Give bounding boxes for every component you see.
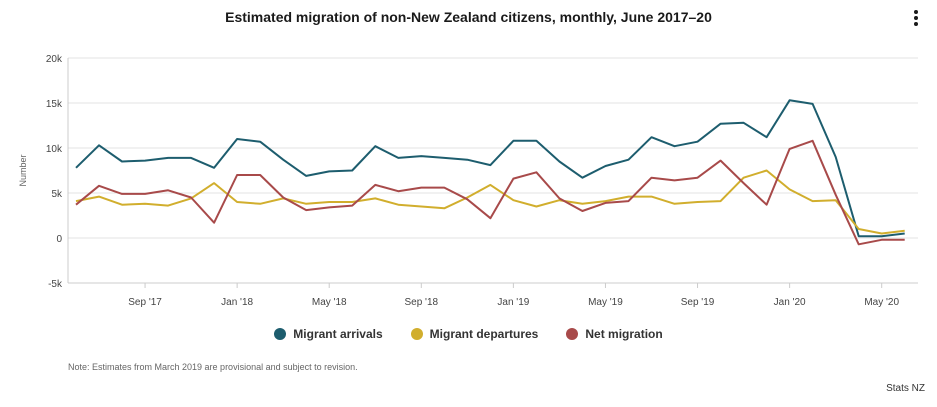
legend-item-arrivals[interactable]: Migrant arrivals xyxy=(274,327,383,341)
legend-dot-departures xyxy=(410,328,423,340)
y-tick-label: -5k xyxy=(48,279,63,290)
y-tick-label: 5k xyxy=(51,189,63,200)
legend-dot-arrivals xyxy=(274,328,287,340)
legend-item-departures[interactable]: Migrant departures xyxy=(410,327,539,341)
x-tick-label: May '18 xyxy=(312,297,347,308)
x-tick-label: Jan '18 xyxy=(221,297,253,308)
legend-label-departures: Migrant departures xyxy=(429,327,539,341)
series-line-migrant-arrivals xyxy=(75,99,905,238)
chart-title: Estimated migration of non-New Zealand c… xyxy=(225,9,712,25)
x-tick-label: Sep '19 xyxy=(681,297,715,308)
y-tick-label: 0 xyxy=(56,234,62,245)
vertical-ellipsis-icon[interactable] xyxy=(909,10,923,30)
x-tick-label: Sep '18 xyxy=(404,297,438,308)
source-credit[interactable]: Stats NZ xyxy=(886,383,925,394)
legend-item-net[interactable]: Net migration xyxy=(566,327,663,341)
y-tick-label: 15k xyxy=(46,99,63,110)
legend-label-arrivals: Migrant arrivals xyxy=(293,327,383,341)
series-line-migrant-departures xyxy=(75,169,905,235)
x-tick-label: Jan '20 xyxy=(774,297,806,308)
x-tick-label: Sep '17 xyxy=(128,297,162,308)
line-chart: -5k 0 5k 10k 15k 20k Number Sep '17 Jan '18 May '… xyxy=(18,54,918,308)
series-line-net-migration xyxy=(75,139,905,246)
x-tick-label: Jan '19 xyxy=(497,297,529,308)
chart-legend: Migrant arrivals Migrant departures Net … xyxy=(0,327,937,341)
footnote: Note: Estimates from March 2019 are prov… xyxy=(68,362,358,372)
y-axis-label: Number xyxy=(18,154,28,186)
x-tick-label: May '19 xyxy=(588,297,623,308)
x-tick-label: May '20 xyxy=(864,297,899,308)
legend-dot-net xyxy=(566,328,579,340)
y-tick-label: 10k xyxy=(46,144,63,155)
y-tick-label: 20k xyxy=(46,54,63,65)
legend-label-net: Net migration xyxy=(585,327,663,341)
